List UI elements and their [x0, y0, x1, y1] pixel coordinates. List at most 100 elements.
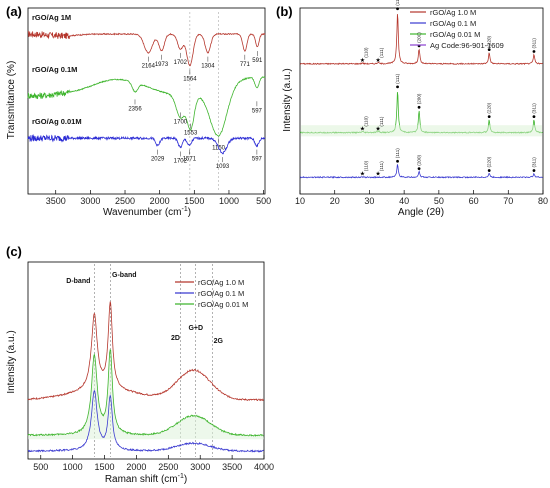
panel-b-legend-entry: rGO/Ag 0.1 M: [430, 19, 476, 28]
panel-a-peak-label: 591: [252, 58, 263, 64]
panel-b-xtick-label: 80: [538, 196, 548, 206]
panel-a-series-label-0: rGO/Ag 1M: [32, 13, 71, 22]
panel-b-dot-marker: [396, 7, 399, 11]
panel-b-hkl-label: (110): [363, 47, 368, 58]
panel-b-hkl-label: (200): [417, 32, 422, 43]
panel-a-peak-label: 597: [252, 108, 263, 114]
panel-c-band-label: G-band: [112, 272, 137, 279]
panel-c-band-label: D-band: [66, 278, 90, 285]
panel-b-star-marker: ★: [360, 170, 365, 177]
panel-a-xtick-label: 2000: [150, 196, 170, 206]
panel-b-dot-marker: [396, 85, 399, 89]
panel-a-frame: [27, 7, 266, 195]
panel-b-hkl-label: (111): [379, 116, 384, 127]
panel-a-peak-label: 1304: [201, 64, 215, 70]
panel-a-label: (a): [6, 4, 22, 19]
panel-b-star-marker: ★: [375, 126, 380, 133]
panel-b-xtick-label: 50: [434, 196, 444, 206]
panel-b-hkl-label: (311): [531, 157, 536, 168]
panel-a-peak-label: 2029: [151, 157, 165, 163]
panel-c-band-label: G+D: [188, 325, 203, 332]
panel-b-series-line-0: [299, 14, 543, 66]
panel-c-xtick-label: 1000: [63, 462, 83, 472]
panel-b-green-band: [301, 125, 542, 137]
panel-c-xlabel: Raman shift (cm-1): [105, 473, 187, 485]
panel-c-band-label: 2D: [171, 335, 180, 342]
panel-b-dot-marker: [532, 50, 536, 53]
panel-b-dot-marker: [487, 169, 491, 172]
panel-a-xtick-label: 3000: [80, 196, 100, 206]
panel-b-hkl-label: (111): [395, 148, 400, 159]
panel-b-dot-marker: [396, 159, 399, 163]
panel-a-peak-label: 1571: [183, 157, 197, 163]
panel-c-series-line-2: [27, 389, 264, 453]
panel-b-hkl-label: (311): [531, 103, 536, 114]
panel-b-dot-marker: [417, 105, 421, 109]
panel-a-xtick-label: 1000: [219, 196, 239, 206]
panel-c-xtick-label: 3500: [222, 462, 242, 472]
panel-a-peak-label: 1702: [174, 159, 188, 165]
panel-a-xtick-label: 1500: [184, 196, 204, 206]
panel-b-label: (b): [276, 4, 293, 19]
panel-b-hkl-label: (111): [379, 161, 384, 172]
panel-a-gridlines: [189, 12, 219, 192]
panel-a-series-label-1: rGO/Ag 0.1M: [32, 65, 77, 74]
panel-c-series-line-1: [27, 348, 264, 437]
panel-a-series-label-2: rGO/Ag 0.01M: [32, 117, 82, 126]
panel-a-xtick-label: 2500: [115, 196, 135, 206]
panel-a-series-line-1: [27, 76, 266, 137]
panel-a-xlabel: Wavenumber (cm-1): [103, 206, 191, 218]
panel-c-frame: [27, 261, 265, 460]
panel-b: (b) ★(110)★(111)(111)(200) (220) (311)★(11…: [276, 0, 548, 218]
panel-b-ylabel: Intensity (a.u.): [282, 68, 293, 131]
panel-b-xtick-label: 70: [503, 196, 513, 206]
panel-b-legend-entry: Ag Code:96-901-1609: [430, 41, 504, 50]
panel-c-ylabel: Intensity (a.u.): [6, 330, 17, 393]
panel-b-ticks: 10 20 30 40 50 60 70 80: [295, 190, 548, 206]
panel-b-dot-marker: [487, 48, 491, 52]
panel-c-xtick-label: 3000: [190, 462, 210, 472]
panel-b-dot-marker: [487, 115, 491, 118]
panel-b-xtick-label: 20: [330, 196, 340, 206]
panel-b-hkl-label: (220): [487, 156, 492, 167]
panel-b-legend: rGO/Ag 1.0 M rGO/Ag 0.1 M rGO/Ag 0.01 M Ag …: [410, 8, 504, 50]
panel-a-ylabel: Transmitance (%): [6, 61, 17, 140]
panel-c-series: [27, 301, 265, 453]
panel-a-peak-label: 597: [252, 157, 263, 163]
panel-b-hkl-label: (311): [531, 38, 536, 49]
panel-b-xtick-label: 10: [295, 196, 305, 206]
panel-c-series-line-0: [27, 301, 265, 402]
panel-a-xtick-label: 500: [256, 196, 271, 206]
panel-b-star-marker: ★: [375, 170, 380, 177]
panel-b-dot-marker: [417, 167, 421, 171]
panel-b-hkl-label: (111): [395, 73, 400, 84]
panel-c-xtick-label: 2000: [126, 462, 146, 472]
panel-a-peak-label: 2164: [142, 64, 156, 70]
panel-b-hkl-label: (220): [487, 35, 492, 46]
panel-a-series-line-0: [27, 30, 266, 67]
panel-c-ticks: 500 1000 1500 2000 2500 3000 3500 4000: [33, 455, 274, 472]
panel-b-hkl-label: (220): [487, 102, 492, 113]
panel-b-xlabel: Angle (2θ): [398, 207, 444, 218]
panel-c-label: (c): [6, 244, 22, 259]
panel-b-legend-entry: rGO/Ag 1.0 M: [430, 8, 476, 17]
panel-b-hkl-label: (200): [417, 154, 422, 165]
panel-b-frame: [299, 7, 544, 195]
panel-a-peak-label: 771: [240, 62, 251, 68]
panel-a-ticks: 3500 3000 2500 2000 1500 1000 500: [46, 190, 271, 206]
panel-c-xtick-label: 500: [33, 462, 48, 472]
panel-c-legend: rGO/Ag 1.0 M rGO/Ag 0.1 M rGO/Ag 0.01 M: [175, 278, 248, 309]
panel-b-star-marker: ★: [360, 57, 365, 64]
panel-b-series-line-2: [300, 164, 543, 179]
panel-c-xtick-label: 1500: [95, 462, 115, 472]
panel-b-xtick-label: 40: [399, 196, 409, 206]
panel-a-peak-label: 1553: [184, 131, 198, 137]
panel-b-dot-marker: [532, 115, 536, 118]
panel-b-xtick-label: 30: [364, 196, 374, 206]
panel-b-series: ★(110)★(111)(111)(200) (220) (311)★(110)★(…: [299, 0, 543, 179]
panel-c-legend-entry: rGO/Ag 1.0 M: [198, 278, 244, 287]
panel-b-hkl-label: (111): [395, 0, 400, 6]
